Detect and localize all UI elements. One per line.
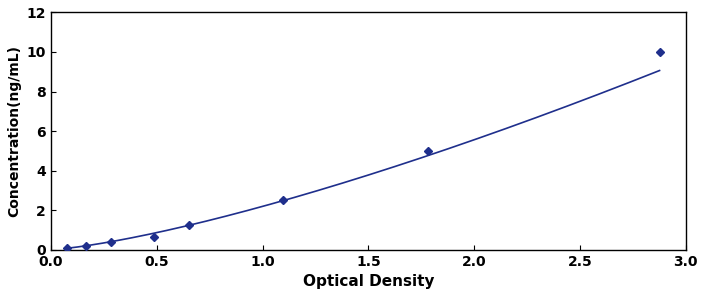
X-axis label: Optical Density: Optical Density [302,274,434,289]
Y-axis label: Concentration(ng/mL): Concentration(ng/mL) [7,45,21,217]
